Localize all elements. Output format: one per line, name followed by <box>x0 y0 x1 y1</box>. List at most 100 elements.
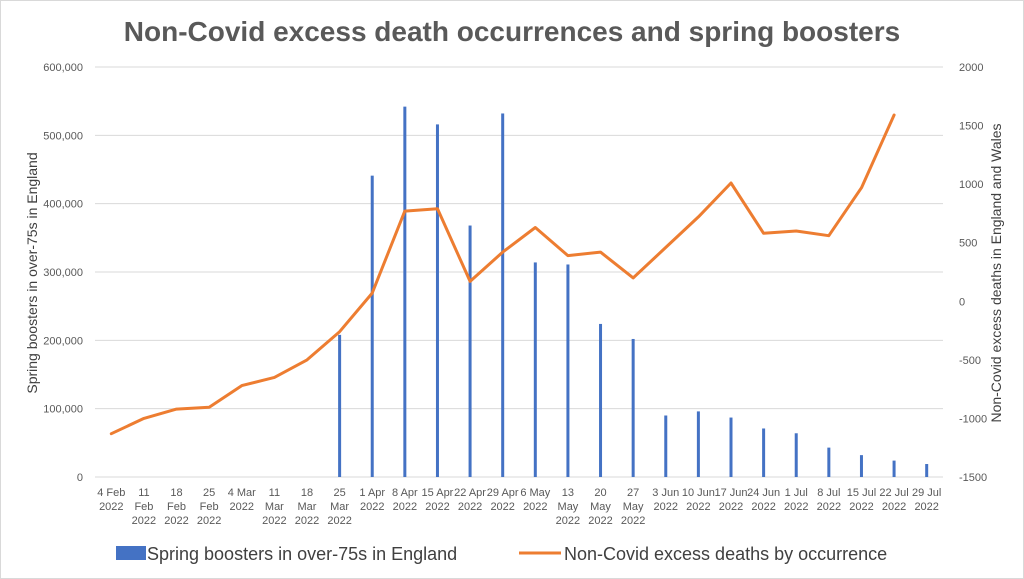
booster-bar <box>566 264 570 477</box>
booster-bar <box>892 460 896 477</box>
x-tick-label: 8 Apr 2022 <box>392 487 418 513</box>
x-tick-line: 2022 <box>295 515 319 527</box>
x-tick-line: 2022 <box>621 515 645 527</box>
x-tick-line: 15 Apr <box>422 487 454 499</box>
x-tick-line: 2022 <box>719 501 743 513</box>
booster-bar <box>435 124 439 478</box>
x-tick-line: 2022 <box>588 515 612 527</box>
x-tick-line: 13 <box>562 487 574 499</box>
right-tick-label: 1500 <box>959 121 983 133</box>
left-tick-label: 100,000 <box>43 404 83 416</box>
x-tick-label: 27 May 2022 <box>621 487 645 527</box>
legend-label-excess-deaths: Non-Covid excess deaths by occurrence <box>564 544 887 564</box>
x-tick-line: 2022 <box>164 515 188 527</box>
x-tick-label: 3 Jun 2022 <box>652 487 679 513</box>
x-tick-line: 2022 <box>914 501 938 513</box>
booster-bar <box>599 323 603 477</box>
chart-title: Non-Covid excess death occurrences and s… <box>124 16 900 47</box>
booster-bar <box>827 447 831 477</box>
x-tick-label: 13 May 2022 <box>556 487 580 527</box>
x-tick-line: Mar <box>330 501 349 513</box>
x-tick-line: 2022 <box>197 515 221 527</box>
x-tick-line: 18 <box>170 487 182 499</box>
x-tick-line: 24 Jun <box>747 487 780 499</box>
right-tick-label: 500 <box>959 238 977 250</box>
x-tick-label: 10 Jun 2022 <box>682 487 715 513</box>
x-tick-label: 18 Feb 2022 <box>164 487 188 527</box>
left-tick-label: 300,000 <box>43 267 83 279</box>
x-tick-line: 2022 <box>393 501 417 513</box>
x-tick-line: 2022 <box>230 501 254 513</box>
x-tick-line: Mar <box>265 501 284 513</box>
x-tick-line: 25 <box>333 487 345 499</box>
x-tick-line: 27 <box>627 487 639 499</box>
x-tick-line: 29 Apr <box>487 487 519 499</box>
right-axis-title: Non-Covid excess deaths in England and W… <box>988 123 1004 422</box>
x-tick-line: May <box>623 501 644 513</box>
x-tick-line: 22 Apr <box>454 487 486 499</box>
x-tick-label: 1 Apr 2022 <box>359 487 385 513</box>
x-tick-line: 2022 <box>490 501 514 513</box>
left-tick-label: 500,000 <box>43 130 83 142</box>
booster-bars <box>338 106 929 478</box>
left-tick-label: 200,000 <box>43 335 83 347</box>
legend: Spring boosters in over-75s in England N… <box>116 544 887 564</box>
x-tick-line: Feb <box>200 501 219 513</box>
x-tick-label: 6 May 2022 <box>520 487 550 513</box>
right-tick-label: 1000 <box>959 179 983 191</box>
x-tick-line: 6 May <box>520 487 550 499</box>
x-tick-label: 8 Jul 2022 <box>817 487 841 513</box>
x-tick-line: 22 Jul <box>879 487 908 499</box>
x-tick-label: 22 Jul 2022 <box>879 487 908 513</box>
right-tick-label: -1500 <box>959 472 987 484</box>
booster-bar <box>468 225 472 477</box>
booster-bar <box>859 455 863 477</box>
x-tick-label: 1 Jul 2022 <box>784 487 808 513</box>
x-tick-label: 18 Mar 2022 <box>295 487 319 527</box>
legend-label-boosters: Spring boosters in over-75s in England <box>147 544 457 564</box>
x-tick-line: 2022 <box>556 515 580 527</box>
x-tick-line: 2022 <box>360 501 384 513</box>
right-tick-label: 0 <box>959 296 965 308</box>
x-tick-line: 8 Apr <box>392 487 418 499</box>
x-tick-line: 2022 <box>458 501 482 513</box>
x-tick-line: 17 Jun <box>714 487 747 499</box>
booster-bar <box>501 113 505 477</box>
booster-bar <box>338 334 342 477</box>
legend-swatch-boosters <box>116 546 146 560</box>
booster-bar <box>925 464 929 477</box>
x-tick-line: 2022 <box>654 501 678 513</box>
x-tick-line: 11 <box>138 487 149 499</box>
x-tick-line: 2022 <box>523 501 547 513</box>
right-axis-ticks: -1500 -1000 -500 0 500 1000 1500 2000 <box>959 62 987 484</box>
x-tick-line: Mar <box>298 501 317 513</box>
right-tick-label: 2000 <box>959 62 983 74</box>
gridlines <box>95 66 943 478</box>
x-tick-line: 18 <box>301 487 313 499</box>
booster-bar <box>696 411 700 477</box>
booster-bar <box>370 175 374 477</box>
x-tick-line: Feb <box>134 501 153 513</box>
x-tick-label: 24 Jun 2022 <box>747 487 780 513</box>
x-tick-line: 2022 <box>817 501 841 513</box>
x-tick-label: 4 Feb 2022 <box>97 487 125 513</box>
excess-deaths-line <box>109 113 896 436</box>
x-tick-line: 29 Jul <box>912 487 941 499</box>
excess-deaths-series-line <box>109 113 896 436</box>
booster-bar <box>631 338 635 477</box>
x-tick-line: 2022 <box>132 515 156 527</box>
left-axis-ticks: 0 100,000 200,000 300,000 400,000 500,000 600,… <box>43 62 83 484</box>
booster-bar <box>794 433 798 477</box>
x-tick-label: 20 May 2022 <box>588 487 612 527</box>
left-tick-label: 0 <box>77 472 83 484</box>
x-tick-line: 1 Jul <box>785 487 808 499</box>
x-tick-label: 11 Mar 2022 <box>262 487 286 527</box>
x-tick-line: 2022 <box>262 515 286 527</box>
booster-bar <box>664 415 668 477</box>
x-tick-line: 8 Jul <box>817 487 840 499</box>
x-tick-line: 11 <box>269 487 280 499</box>
x-tick-line: 2022 <box>882 501 906 513</box>
